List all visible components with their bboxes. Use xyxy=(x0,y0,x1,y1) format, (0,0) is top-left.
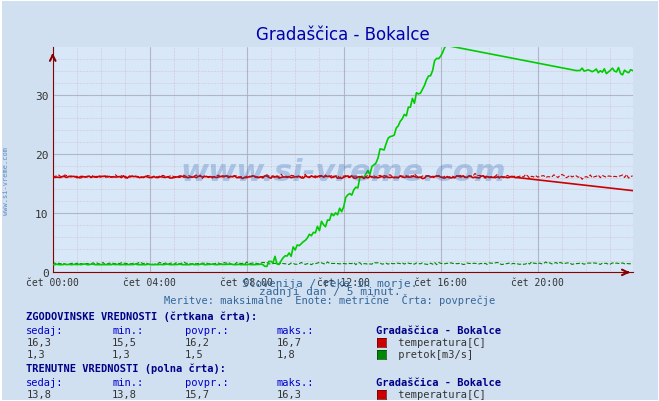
Text: 13,8: 13,8 xyxy=(26,389,51,399)
Text: min.:: min.: xyxy=(112,377,143,387)
Text: 16,7: 16,7 xyxy=(277,337,302,347)
Text: povpr.:: povpr.: xyxy=(185,325,228,335)
Text: Gradaščica - Bokalce: Gradaščica - Bokalce xyxy=(376,377,501,387)
Text: sedaj:: sedaj: xyxy=(26,325,64,335)
Text: www.si-vreme.com: www.si-vreme.com xyxy=(180,157,505,186)
Text: 16,2: 16,2 xyxy=(185,337,210,347)
Text: povpr.:: povpr.: xyxy=(185,377,228,387)
Text: pretok[m3/s]: pretok[m3/s] xyxy=(392,349,473,359)
Text: sedaj:: sedaj: xyxy=(26,377,64,387)
Text: Gradaščica - Bokalce: Gradaščica - Bokalce xyxy=(376,325,501,335)
Text: 1,3: 1,3 xyxy=(26,349,45,359)
Text: 15,5: 15,5 xyxy=(112,337,137,347)
Text: 1,3: 1,3 xyxy=(112,349,130,359)
Text: 15,7: 15,7 xyxy=(185,389,210,399)
Text: 13,8: 13,8 xyxy=(112,389,137,399)
Text: Meritve: maksimalne  Enote: metrične  Črta: povprečje: Meritve: maksimalne Enote: metrične Črta… xyxy=(164,293,495,305)
Text: maks.:: maks.: xyxy=(277,377,314,387)
Text: 16,3: 16,3 xyxy=(26,337,51,347)
Text: Slovenija / reke in morje.: Slovenija / reke in morje. xyxy=(242,279,417,289)
Text: 1,5: 1,5 xyxy=(185,349,203,359)
Text: www.si-vreme.com: www.si-vreme.com xyxy=(3,146,9,215)
Text: 16,3: 16,3 xyxy=(277,389,302,399)
Text: temperatura[C]: temperatura[C] xyxy=(392,337,486,347)
Text: maks.:: maks.: xyxy=(277,325,314,335)
Text: temperatura[C]: temperatura[C] xyxy=(392,389,486,399)
Text: ZGODOVINSKE VREDNOSTI (črtkana črta):: ZGODOVINSKE VREDNOSTI (črtkana črta): xyxy=(26,310,258,321)
Title: Gradaščica - Bokalce: Gradaščica - Bokalce xyxy=(256,26,430,44)
Text: zadnji dan / 5 minut.: zadnji dan / 5 minut. xyxy=(258,287,401,297)
Text: TRENUTNE VREDNOSTI (polna črta):: TRENUTNE VREDNOSTI (polna črta): xyxy=(26,363,226,373)
Text: 1,8: 1,8 xyxy=(277,349,295,359)
Text: min.:: min.: xyxy=(112,325,143,335)
